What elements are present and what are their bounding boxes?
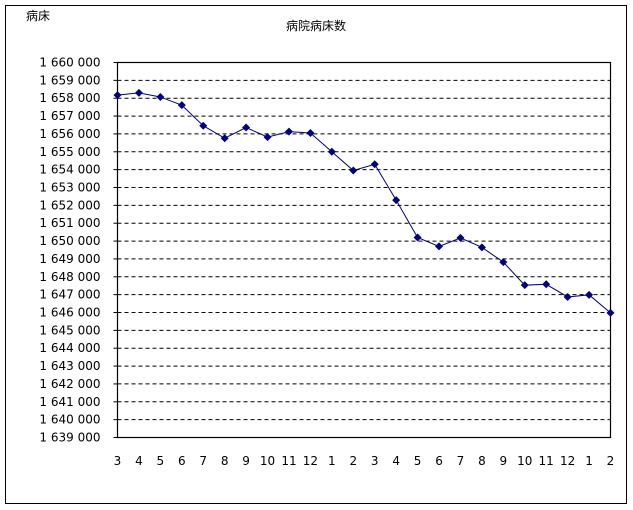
data-point	[242, 123, 251, 132]
data-point	[284, 127, 293, 136]
x-tick-label: 2	[349, 454, 357, 468]
x-tick-label: 5	[157, 454, 165, 468]
y-tick-label: 1 651 000	[39, 216, 100, 230]
y-tick-label: 1 660 000	[39, 56, 100, 70]
data-point	[563, 292, 572, 301]
y-tick-label: 1 658 000	[39, 91, 100, 105]
x-tick-label: 10	[260, 454, 275, 468]
data-point	[349, 166, 358, 175]
x-tick-label: 11	[539, 454, 554, 468]
data-point	[392, 196, 401, 205]
y-tick-label: 1 644 000	[39, 341, 100, 355]
y-tick-label: 1 641 000	[39, 395, 100, 409]
x-tick-label: 12	[560, 454, 575, 468]
data-point	[456, 233, 465, 242]
x-tick-label: 1	[585, 454, 593, 468]
y-tick-label: 1 659 000	[39, 73, 100, 87]
data-point	[499, 258, 508, 267]
data-point	[477, 243, 486, 252]
data-point	[520, 281, 529, 290]
y-tick-label: 1 650 000	[39, 234, 100, 248]
x-tick-label: 6	[178, 454, 186, 468]
data-point	[606, 308, 615, 317]
x-tick-label: 3	[371, 454, 379, 468]
y-tick-label: 1 639 000	[39, 431, 100, 445]
x-tick-label: 11	[281, 454, 296, 468]
data-point	[113, 91, 122, 100]
x-tick-label: 9	[242, 454, 250, 468]
y-tick-label: 1 645 000	[39, 323, 100, 337]
x-tick-label: 3	[114, 454, 122, 468]
y-tick-label: 1 646 000	[39, 306, 100, 320]
x-tick-label: 1	[328, 454, 336, 468]
y-tick-label: 1 640 000	[39, 413, 100, 427]
y-tick-label: 1 648 000	[39, 270, 100, 284]
x-tick-label: 8	[221, 454, 229, 468]
gridlines	[113, 62, 611, 438]
data-point	[413, 233, 422, 242]
y-tick-label: 1 647 000	[39, 288, 100, 302]
x-tick-label: 8	[478, 454, 486, 468]
plot-area-border	[116, 61, 612, 439]
x-tick-label: 4	[135, 454, 143, 468]
series	[113, 88, 615, 317]
data-point	[306, 129, 315, 138]
y-tick-label: 1 657 000	[39, 109, 100, 123]
x-tick-label: 7	[457, 454, 465, 468]
x-tick-label: 12	[303, 454, 318, 468]
data-point	[370, 160, 379, 169]
x-tick-label: 9	[500, 454, 508, 468]
x-tick-label: 4	[392, 454, 400, 468]
data-point	[263, 133, 272, 142]
data-point	[542, 280, 551, 289]
y-tick-label: 1 643 000	[39, 359, 100, 373]
x-tick-labels: 3 4 5 6 7 8 9 10 11 12 1 2 3 4 5 6 7 8 9 10 11 12 1 2	[114, 454, 615, 468]
y-tick-label: 1 649 000	[39, 252, 100, 266]
y-tick-label: 1 655 000	[39, 145, 100, 159]
data-point	[156, 92, 165, 101]
y-tick-label: 1 642 000	[39, 377, 100, 391]
chart-frame	[5, 5, 627, 504]
x-tick-label: 6	[435, 454, 443, 468]
data-point	[435, 242, 444, 251]
x-tick-label: 10	[517, 454, 532, 468]
data-point	[327, 147, 336, 156]
x-tick-label: 5	[414, 454, 422, 468]
data-point	[134, 88, 143, 97]
data-point	[585, 290, 594, 299]
x-tick-label: 7	[199, 454, 207, 468]
y-axis-label: 病床	[26, 8, 50, 23]
x-tick-label: 2	[607, 454, 615, 468]
y-tick-labels: 1 639 000 1 640 000 1 641 000 1 642 000 1 64…	[39, 56, 100, 445]
chart-title: 病院病床数	[286, 18, 346, 33]
y-tick-label: 1 656 000	[39, 127, 100, 141]
y-tick-label: 1 652 000	[39, 198, 100, 212]
data-point	[199, 121, 208, 130]
data-point	[220, 134, 229, 143]
data-point	[177, 101, 186, 110]
y-tick-label: 1 654 000	[39, 163, 100, 177]
y-tick-label: 1 653 000	[39, 181, 100, 195]
